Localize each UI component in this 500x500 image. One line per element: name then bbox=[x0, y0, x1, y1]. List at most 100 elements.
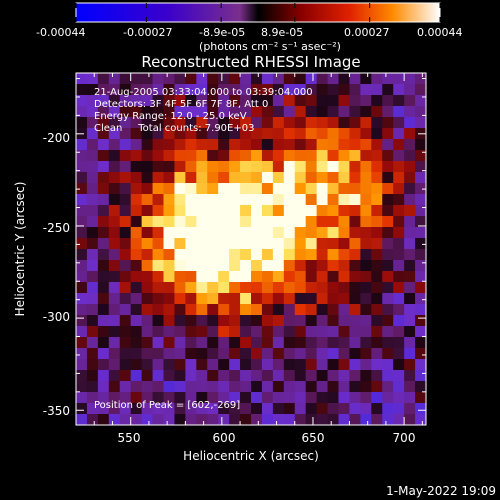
heatmap-cell bbox=[360, 315, 372, 327]
heatmap-cell bbox=[174, 359, 186, 371]
heatmap-cell bbox=[327, 304, 340, 316]
heatmap-cell bbox=[360, 172, 372, 184]
heatmap-cell bbox=[415, 293, 426, 305]
heatmap-cell bbox=[163, 238, 176, 250]
heatmap-cell bbox=[174, 161, 186, 173]
heatmap-cell bbox=[349, 414, 361, 425]
heatmap-cell bbox=[174, 106, 186, 118]
heatmap-cell bbox=[240, 117, 252, 129]
heatmap-cell bbox=[207, 282, 219, 294]
heatmap-cell bbox=[283, 205, 296, 217]
heatmap-cell bbox=[305, 150, 318, 162]
heatmap-cell bbox=[76, 216, 88, 228]
heatmap-cell bbox=[76, 260, 88, 272]
heatmap-cell bbox=[130, 84, 143, 96]
heatmap-cell bbox=[130, 216, 143, 228]
heatmap-cell bbox=[108, 139, 121, 151]
x-axis-label: Heliocentric X (arcsec) bbox=[183, 449, 319, 463]
heatmap-cell bbox=[393, 304, 405, 316]
heatmap-cell bbox=[251, 128, 263, 140]
heatmap-cell bbox=[86, 150, 99, 162]
heatmap-cell bbox=[338, 183, 351, 195]
heatmap-cell bbox=[404, 370, 416, 382]
heatmap-cell bbox=[207, 326, 219, 338]
heatmap-cell bbox=[141, 95, 154, 107]
heatmap-cell bbox=[371, 95, 383, 107]
heatmap-cell bbox=[360, 359, 372, 371]
heatmap-cell bbox=[76, 73, 88, 85]
heatmap-cell bbox=[316, 128, 329, 140]
heatmap-cell bbox=[218, 249, 230, 261]
heatmap-cell bbox=[316, 205, 329, 217]
heatmap-cell bbox=[316, 315, 329, 327]
heatmap-cell bbox=[76, 150, 88, 162]
heatmap-cell bbox=[141, 282, 154, 294]
heatmap-cell bbox=[218, 95, 230, 107]
heatmap-cell bbox=[207, 359, 219, 371]
heatmap-cell bbox=[108, 326, 121, 338]
heatmap-cell bbox=[393, 227, 405, 239]
heatmap-cell bbox=[349, 95, 361, 107]
colorbar-tick-label: 0.00044 bbox=[417, 26, 463, 39]
heatmap-cell bbox=[404, 227, 416, 239]
y-tick-label: -200 bbox=[43, 131, 70, 145]
heatmap-cell bbox=[240, 194, 252, 206]
heatmap-cell bbox=[152, 216, 165, 228]
heatmap-cell bbox=[272, 304, 285, 316]
heatmap-cell bbox=[261, 139, 274, 151]
annotation-time-range: 21-Aug-2005 03:33:04.000 to 03:39:04.000 bbox=[94, 87, 313, 98]
heatmap-cell bbox=[119, 359, 132, 371]
heatmap-cell bbox=[338, 139, 351, 151]
heatmap-cell bbox=[163, 392, 176, 404]
heatmap-cell bbox=[229, 172, 241, 184]
heatmap-cell bbox=[360, 205, 372, 217]
heatmap-cell bbox=[229, 381, 241, 393]
heatmap-cell bbox=[327, 293, 340, 305]
heatmap-cell bbox=[316, 381, 329, 393]
heatmap-cell bbox=[141, 326, 154, 338]
heatmap-cell bbox=[393, 381, 405, 393]
heatmap-cell bbox=[305, 205, 318, 217]
heatmap-cell bbox=[251, 293, 263, 305]
heatmap-cell bbox=[196, 282, 208, 294]
heatmap-cell bbox=[130, 128, 143, 140]
heatmap-cell bbox=[316, 260, 329, 272]
heatmap-cell bbox=[371, 238, 383, 250]
heatmap-cell bbox=[86, 370, 99, 382]
heatmap-cell bbox=[119, 392, 132, 404]
heatmap-cell bbox=[207, 216, 219, 228]
heatmap-cell bbox=[261, 150, 274, 162]
heatmap-cell bbox=[196, 315, 208, 327]
heatmap-cell bbox=[218, 84, 230, 96]
heatmap-cell bbox=[261, 205, 274, 217]
heatmap-cell bbox=[404, 392, 416, 404]
heatmap-cell bbox=[251, 194, 263, 206]
heatmap-cell bbox=[174, 381, 186, 393]
heatmap-cell bbox=[382, 227, 394, 239]
heatmap-cell bbox=[196, 370, 208, 382]
heatmap-cell bbox=[108, 359, 121, 371]
heatmap-cell bbox=[119, 348, 132, 360]
heatmap-cell bbox=[404, 150, 416, 162]
heatmap-cell bbox=[207, 403, 219, 415]
heatmap-cell bbox=[294, 150, 307, 162]
heatmap-cell bbox=[393, 271, 405, 283]
heatmap-cell bbox=[229, 73, 241, 85]
heatmap-cell bbox=[108, 117, 121, 129]
heatmap-cell bbox=[240, 403, 252, 415]
heatmap-cell bbox=[251, 117, 263, 129]
heatmap-cell bbox=[360, 150, 372, 162]
heatmap-cell bbox=[207, 95, 219, 107]
heatmap-cell bbox=[272, 315, 285, 327]
heatmap-cell bbox=[261, 183, 274, 195]
y-tick-label: -250 bbox=[43, 221, 70, 235]
heatmap-cell bbox=[207, 117, 219, 129]
heatmap-cell bbox=[108, 348, 121, 360]
heatmap-cell bbox=[316, 117, 329, 129]
heatmap-cell bbox=[349, 326, 361, 338]
heatmap-cell bbox=[272, 381, 285, 393]
heatmap-cell bbox=[119, 381, 132, 393]
heatmap-cell bbox=[174, 370, 186, 382]
heatmap-cell bbox=[108, 249, 121, 261]
heatmap-cell bbox=[174, 73, 186, 85]
